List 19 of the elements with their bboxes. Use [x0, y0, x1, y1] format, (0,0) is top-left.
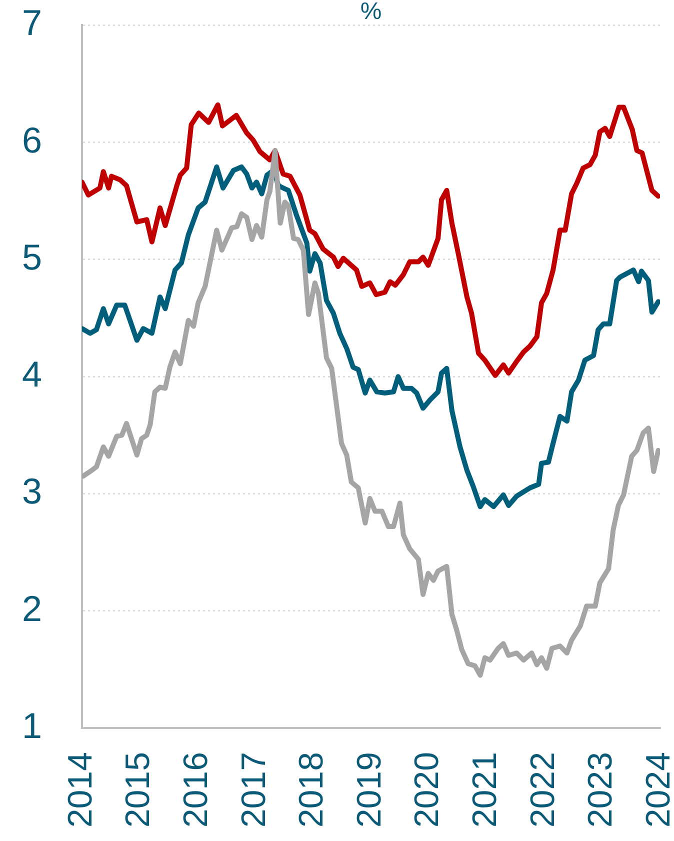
chart-title: % — [360, 0, 382, 26]
y-tick-label: 3 — [22, 470, 42, 512]
y-tick-label: 5 — [22, 236, 42, 278]
x-tick-label: 2018 — [292, 752, 331, 828]
x-tick-label: 2014 — [61, 752, 100, 828]
x-tick-label: 2021 — [466, 752, 504, 828]
y-tick-label: 4 — [22, 354, 42, 395]
x-tick-label: 2024 — [639, 752, 674, 828]
y-tick-label: 7 — [22, 2, 42, 44]
x-tick-label: 2020 — [408, 752, 446, 828]
x-tick-label: 2016 — [176, 752, 215, 828]
x-tick-label: 2017 — [234, 752, 273, 828]
x-tick-label: 2022 — [524, 752, 562, 828]
y-tick-label: 2 — [22, 588, 42, 629]
x-tick-label: 2015 — [119, 752, 158, 828]
y-tick-label: 6 — [22, 119, 42, 160]
x-tick-label: 2023 — [582, 752, 620, 828]
y-tick-label: 1 — [22, 704, 42, 746]
x-tick-label: 2019 — [350, 752, 388, 828]
